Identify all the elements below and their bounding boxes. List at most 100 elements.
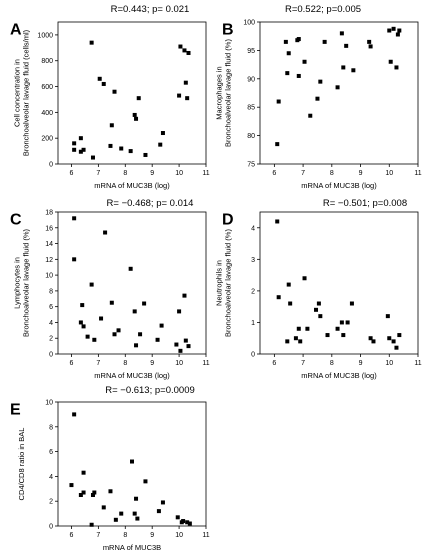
data-point [72,216,77,221]
data-point [285,339,290,344]
plot-frame [57,21,207,165]
data-point [109,123,114,128]
data-point [391,339,396,344]
data-point [89,282,94,287]
y-tick-label: 80 [247,133,255,140]
data-point [335,85,340,90]
x-tick-label: 6 [70,360,74,367]
y-tick-label: 16 [45,225,53,232]
y-tick-label: 800 [41,58,53,65]
data-point [130,459,134,464]
plot-frame [259,21,419,165]
data-point [132,309,137,314]
y-tick-label: 8 [49,424,53,431]
panel-b: B R=0.522; p=0.005 6 7 8 9 10 11 75 80 85 90 95 100 mR… [215,4,422,190]
data-point [391,26,396,31]
data-point [296,326,301,331]
stat-annotation: R= −0.468; p= 0.014 [107,198,194,209]
y-tick-label: 14 [45,241,53,248]
panel-d: D R= −0.501; p=0.008 6 7 8 9 10 11 0 1 2 3 4 mRNA of … [215,198,422,380]
data-point [116,328,121,333]
data-point [186,50,191,55]
data-point [186,344,191,349]
data-point [275,219,280,224]
data-point [69,483,74,488]
y-tick-label: 400 [41,110,53,117]
data-point [387,28,392,33]
data-point [138,332,143,337]
y-tick-label: 75 [247,162,255,169]
data-point [80,303,85,308]
data-point [101,505,106,510]
data-point [318,314,323,319]
y-tick-label: 0 [49,162,53,169]
y-tick-label: 6 [49,304,53,311]
data-point [160,131,165,136]
data-point [177,309,182,314]
data-point [286,282,291,287]
y-tick-label: 18 [45,210,53,217]
data-point [89,40,94,45]
data-point [296,73,301,78]
data-point [142,301,147,306]
x-tick-label: 7 [96,532,100,539]
x-axis-label: mRNA of MUC3B (log) [301,181,377,190]
y-tick-label: 0 [251,352,255,359]
y-tick-label: 0 [49,352,53,359]
panel-letter: A [10,21,22,38]
y-tick-label: 95 [247,48,255,55]
data-point [143,152,148,157]
y-tick-label: 8 [49,288,53,295]
data-point [109,300,114,305]
data-point [159,323,164,328]
x-tick-label: 11 [414,360,421,367]
data-point [134,343,139,348]
data-point [101,81,106,86]
data-point [183,338,188,343]
data-point [394,65,399,70]
data-point [339,320,344,325]
panel-a: A R=0.443; p= 0.021 6 7 8 9 10 11 0 200 400 600 800 1… [10,4,210,190]
data-point [335,326,340,331]
data-point [276,295,281,300]
data-point [155,337,160,342]
data-point [351,68,356,73]
data-point [387,336,392,341]
data-point [395,32,400,37]
data-point [119,146,124,151]
y-tick-label: 0 [49,524,53,531]
x-tick-label: 6 [70,170,74,177]
data-point [134,116,139,121]
data-point [81,147,86,152]
data-point [90,155,95,160]
y-axis-label: Lymphocytes in [13,257,22,309]
data-point [113,517,118,522]
data-point [368,336,373,341]
y-tick-label: 12 [45,257,53,264]
x-tick-label: 8 [330,170,334,177]
data-point [112,332,117,337]
data-point [160,500,165,505]
data-point [371,339,376,344]
data-point [293,336,298,341]
y-axis-label: Cell concentration in [13,59,22,127]
data-point [78,493,83,497]
data-point [178,348,183,353]
data-point [397,333,402,338]
x-tick-label: 6 [272,360,276,367]
stat-annotation: R=0.443; p= 0.021 [111,4,190,15]
data-point [322,39,327,44]
y-axis-label: Bronchoalveolar lavage fluid (cells/ml) [22,29,31,156]
data-point [128,149,133,154]
data-point [112,89,117,94]
x-axis-label: mRNA of MUC3B [103,543,161,550]
x-tick-label: 7 [96,170,100,177]
data-point [185,520,190,525]
x-tick-label: 10 [385,360,393,367]
plot-frame [57,211,207,355]
y-axis-label: Bronchoalveolar lavage fluid (%) [224,39,233,147]
y-axis-label: Bronchoalveolar lavage fluid (%) [224,229,233,337]
data-point [132,112,137,117]
x-tick-label: 11 [202,170,209,177]
